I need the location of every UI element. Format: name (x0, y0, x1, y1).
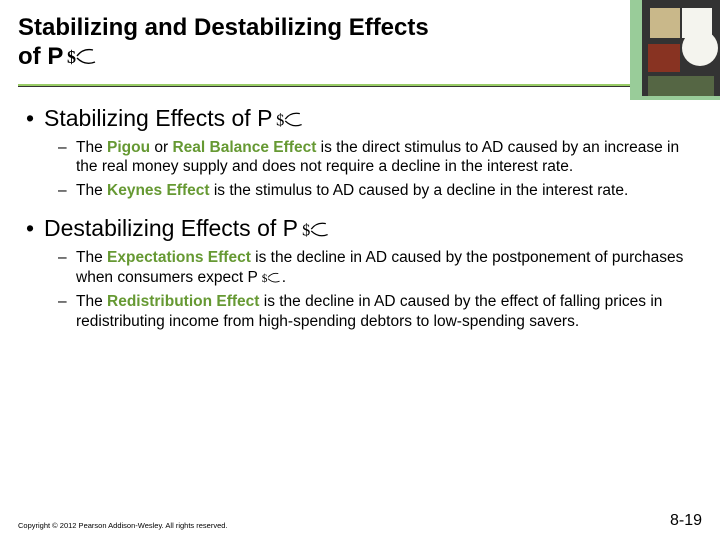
slide-title-block: Stabilizing and Destabilizing Effects of… (0, 0, 720, 80)
list-item: – The Expectations Effect is the decline… (58, 248, 694, 288)
item-text: The Pigou or Real Balance Effect is the … (76, 138, 694, 178)
keyword: Redistribution Effect (107, 293, 259, 310)
item-text: The Redistribution Effect is the decline… (76, 292, 694, 332)
bullet-dot: • (26, 215, 44, 248)
section2-heading-text: Destabilizing Effects of P (44, 215, 298, 241)
item-text: The Keynes Effect is the stimulus to AD … (76, 181, 694, 201)
list-item: – The Pigou or Real Balance Effect is th… (58, 138, 694, 178)
bullet-dot: • (26, 105, 44, 138)
section2-heading: Destabilizing Effects of P$ (44, 215, 330, 242)
dash-icon: – (58, 181, 76, 201)
item-text: The Expectations Effect is the decline i… (76, 248, 694, 288)
svg-text:$: $ (277, 110, 285, 129)
keyword: Expectations Effect (107, 249, 251, 266)
title-line1: Stabilizing and Destabilizing Effects (18, 14, 429, 41)
section2-heading-row: • Destabilizing Effects of P$ (26, 215, 694, 248)
dash-icon: – (58, 138, 76, 178)
section1-list: – The Pigou or Real Balance Effect is th… (58, 138, 694, 201)
page-number: 8-19 (670, 512, 702, 530)
money-wings-icon: $ (63, 46, 97, 68)
section1-heading: Stabilizing Effects of P $ (44, 105, 304, 132)
slide-content: • Stabilizing Effects of P $ – The Pigou … (0, 87, 720, 332)
money-wings-icon: $ (258, 271, 282, 285)
section1-heading-text: Stabilizing Effects of P (44, 105, 272, 131)
dash-icon: – (58, 292, 76, 332)
keyword: Real Balance Effect (172, 139, 316, 156)
keyword: Keynes Effect (107, 182, 210, 199)
section1-heading-row: • Stabilizing Effects of P $ (26, 105, 694, 138)
list-item: – The Redistribution Effect is the decli… (58, 292, 694, 332)
dash-icon: – (58, 248, 76, 288)
title-line2: of P (18, 43, 63, 70)
money-wings-icon: $ (272, 110, 304, 130)
section2-list: – The Expectations Effect is the decline… (58, 248, 694, 331)
svg-text:$: $ (302, 220, 310, 239)
svg-text:$: $ (262, 272, 268, 285)
copyright-footer: Copyright © 2012 Pearson Addison-Wesley.… (18, 521, 228, 530)
svg-text:$: $ (67, 47, 76, 67)
slide-title: Stabilizing and Destabilizing Effects of… (18, 14, 620, 72)
keyword: Pigou (107, 139, 150, 156)
list-item: – The Keynes Effect is the stimulus to A… (58, 181, 694, 201)
corner-art (630, 0, 720, 100)
money-wings-icon: $ (298, 220, 330, 240)
